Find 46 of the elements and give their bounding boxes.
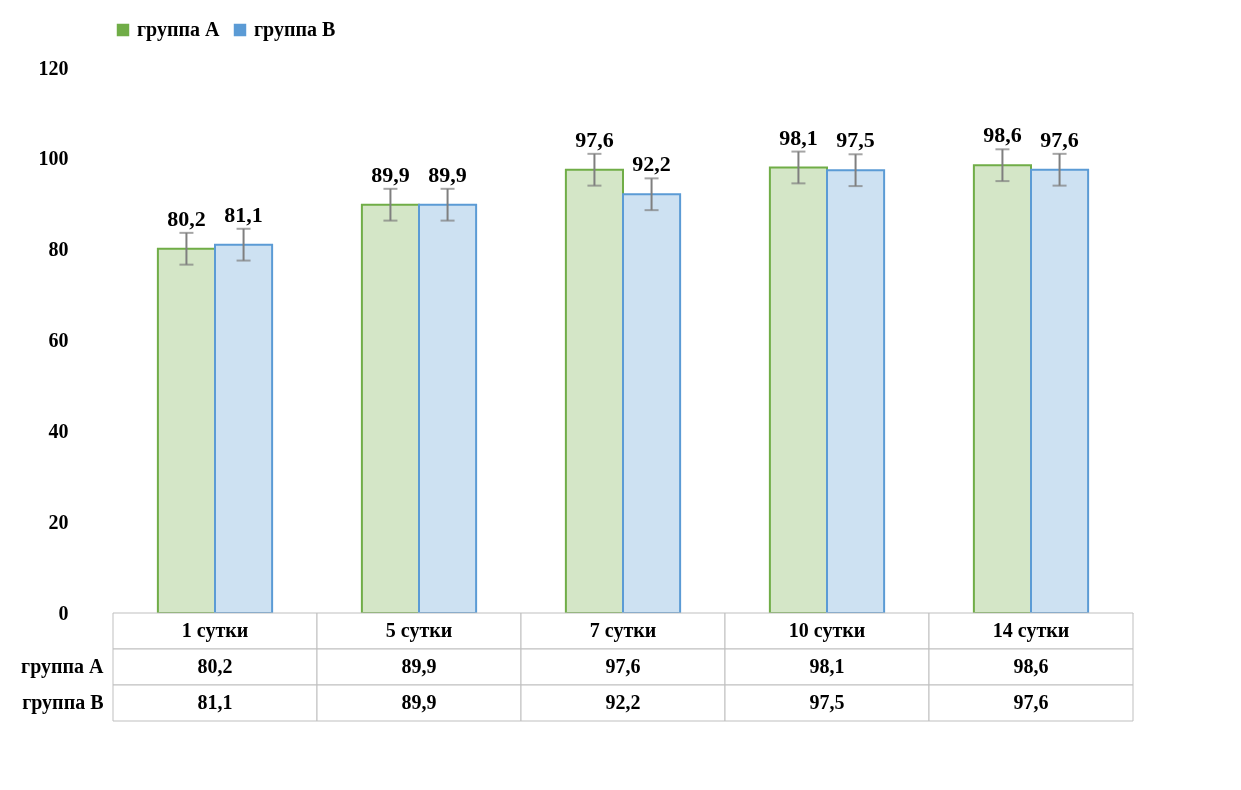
text: 97,5 xyxy=(836,127,875,153)
text: 89,9 xyxy=(371,161,410,187)
y-tick-label: 40 xyxy=(48,419,69,442)
data-label: 80,2 xyxy=(197,655,233,677)
text: группа B xyxy=(22,691,104,713)
text: 97,6 xyxy=(1040,126,1079,152)
bar xyxy=(564,168,624,614)
text: 98,6 xyxy=(983,122,1022,148)
bar xyxy=(1030,168,1090,614)
x-tick-label: 10 сутки xyxy=(788,619,866,642)
y-tick-label: 20 xyxy=(48,510,69,533)
data-label: 97,5 xyxy=(809,691,845,713)
bar xyxy=(156,247,216,614)
data-label: 97,6 xyxy=(1013,691,1049,713)
text: 89,9 xyxy=(428,161,467,187)
legend-label: группа A xyxy=(137,18,220,41)
text: группа A xyxy=(21,655,104,677)
data-label: 97,6 xyxy=(605,655,641,677)
data-label: 92,2 xyxy=(605,691,641,713)
bar xyxy=(214,243,274,614)
x-tick-label: 5 сутки xyxy=(385,619,453,642)
text: 81,1 xyxy=(224,201,263,227)
bar xyxy=(418,203,478,614)
y-tick-label: 80 xyxy=(48,238,69,261)
text: 98,1 xyxy=(779,124,818,150)
data-label: 98,6 xyxy=(1013,655,1049,677)
data-label: 98,1 xyxy=(809,655,845,677)
bar xyxy=(972,164,1032,614)
bar xyxy=(768,166,828,614)
x-tick-label: 1 сутки xyxy=(181,619,249,642)
x-tick-label: 14 сутки xyxy=(992,619,1070,642)
data-label: 81,1 xyxy=(197,691,233,713)
data-label: 89,9 xyxy=(401,691,437,713)
bar xyxy=(360,203,420,614)
legend-label: группа B xyxy=(254,18,336,41)
x-tick-label: 7 сутки xyxy=(589,619,657,642)
data-label: 89,9 xyxy=(401,655,437,677)
bar xyxy=(826,169,886,614)
y-tick-label: 60 xyxy=(48,329,69,351)
y-tick-label: 100 xyxy=(38,147,69,170)
y-tick-label: 120 xyxy=(38,56,69,79)
text: 92,2 xyxy=(632,151,671,177)
y-tick-label: 0 xyxy=(58,601,69,624)
bar xyxy=(622,193,682,614)
text: 97,6 xyxy=(575,126,614,152)
text: 80,2 xyxy=(167,205,206,231)
